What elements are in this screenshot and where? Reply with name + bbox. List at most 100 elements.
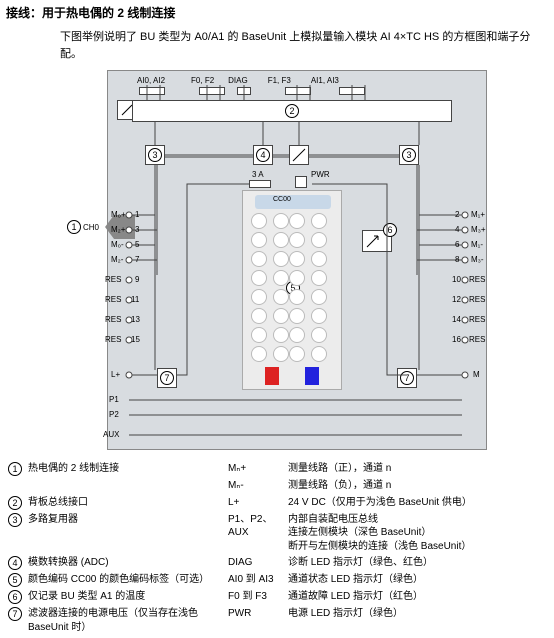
rn8: 16 [452,335,461,344]
callout-6: 6 [383,223,397,237]
legend-left: 热电偶的 2 线制连接 [28,462,228,476]
lp9: L+ [111,370,120,379]
terminal-circle [273,327,289,343]
terminal-circle [251,346,267,362]
mux-right: 3 [399,145,419,165]
terminal-circle [311,270,327,286]
label-ai13: AI1, AI3 [311,76,339,85]
terminal-circle [289,270,305,286]
terminal-circle [251,213,267,229]
blue-marker [305,367,319,385]
rp6: RES [469,295,485,304]
isolation-icon [289,145,309,165]
terminal-circle [273,270,289,286]
terminal-circle [311,327,327,343]
rp7: RES [469,315,485,324]
legend-num: 7 [8,607,22,621]
top-label-row: AI0, AI2 F0, F2 DIAG F1, F3 AI1, AI3 [127,76,477,85]
terminal-circle [311,346,327,362]
terminal-circle [251,270,267,286]
rn2: 4 [455,225,459,234]
lp7: RES [105,315,121,324]
rp5: RES [469,275,485,284]
terminal-circle [289,327,305,343]
ln7: 13 [131,315,140,324]
terminal-circle [311,232,327,248]
backplane-interface: 2 [132,100,452,122]
terminal-circle [289,213,305,229]
filter-left: 7 [157,368,177,388]
pwr-label: PWR [311,170,330,179]
rp1: M₁+ [471,210,485,219]
lp1: M₀+ [111,210,126,219]
wiring-diagram: AI0, AI2 F0, F2 DIAG F1, F3 AI1, AI3 2 3… [67,70,487,450]
terminal-circle [311,213,327,229]
page-title: 接线：用于热电偶的 2 线制连接 [0,0,554,25]
callout-2: 2 [285,104,299,118]
legend-key: P1、P2、AUX [228,513,288,540]
legend-left: 滤波器连接的电源电压（仅当存在浅色 BaseUnit 时） [28,607,228,634]
lp6: RES [105,295,121,304]
lp10: P1 [109,395,119,404]
legend-left: 颜色编码 CC00 的颜色编码标签（可选） [28,573,228,587]
rp2: M₃+ [471,225,486,234]
callout-3a: 3 [148,148,162,162]
legend-num: 2 [8,496,22,510]
legend-num: 1 [8,462,22,476]
legend-key: Mₙ+ [228,462,288,476]
terminal-circle [273,289,289,305]
led-group-0 [139,87,165,95]
lp4: M₂- [111,255,123,264]
lp3: M₀- [111,240,124,249]
legend-key: PWR [228,607,288,621]
lp5: RES [105,275,121,284]
legend-left: 多路复用器 [28,513,228,527]
mux-left: 3 [145,145,165,165]
legend-right: 内部自装配电压总线 连接左侧模块（深色 BaseUnit） 断开与左侧模块的连接… [288,513,538,554]
callout-7a: 7 [160,371,174,385]
label-diag: DIAG [228,76,248,85]
legend-key: AI0 到 AI3 [228,573,288,587]
rp9: M [473,370,480,379]
callout-1: 1 [67,220,81,234]
legend-right: 测量线路（正），通道 n [288,462,538,476]
terminal-circle [273,308,289,324]
led-group-2 [285,87,311,95]
callout-7b: 7 [400,371,414,385]
temp-sensor: 6 [362,230,392,252]
ch0-label: CH0 [83,223,99,232]
terminal-circle [311,251,327,267]
callout-3b: 3 [402,148,416,162]
led-diag [237,87,251,95]
label-ai02: AI0, AI2 [137,76,165,85]
callout-4: 4 [256,148,270,162]
fuse-icon [249,180,271,188]
legend-key: DIAG [228,556,288,570]
fuse-label: 3 A [252,170,264,179]
rp4: M₃- [471,255,484,264]
pwr-led-icon [295,176,307,188]
terminal-circle [289,232,305,248]
intro-text: 下图举例说明了 BU 类型为 A0/A1 的 BaseUnit 上模拟量输入模块… [0,25,554,70]
legend-left: 模数转换器 (ADC) [28,556,228,570]
rp8: RES [469,335,485,344]
color-code-strip [255,195,331,209]
terminal-circle [273,232,289,248]
legend-right: 诊断 LED 指示灯（绿色、红色） [288,556,538,570]
cc00-label: CC00 [273,196,291,203]
legend-right: 电源 LED 指示灯（绿色） [288,607,538,621]
legend-right: 通道故障 LED 指示灯（红色） [288,590,538,604]
terminal-circle [251,251,267,267]
rn4: 8 [455,255,459,264]
rn6: 12 [452,295,461,304]
legend-right: 通道状态 LED 指示灯（绿色） [288,573,538,587]
ln2: 3 [135,225,139,234]
label-f02: F0, F2 [191,76,214,85]
terminal-circle [311,308,327,324]
legend-num: 5 [8,573,22,587]
legend-right: 测量线路（负），通道 n [288,479,538,493]
ln5: 9 [135,275,139,284]
terminal-circle [251,232,267,248]
legend-table: 1热电偶的 2 线制连接Mₙ+测量线路（正），通道 nMₙ-测量线路（负），通道… [0,458,554,638]
legend-num: 6 [8,590,22,604]
